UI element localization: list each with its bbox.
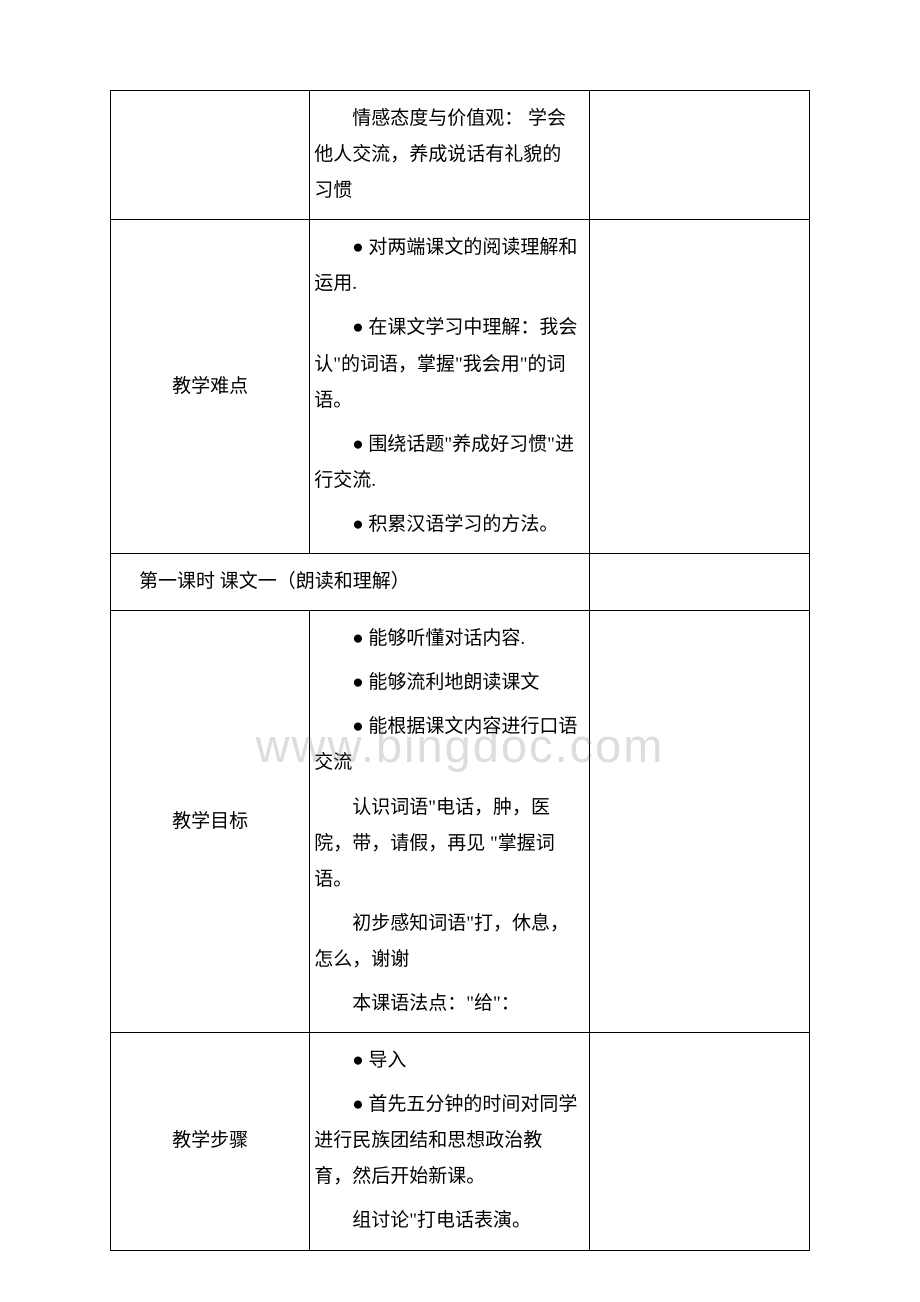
notes-cell [589, 1033, 809, 1250]
paragraph: ● 对两端课文的阅读理解和运用. [314, 230, 579, 302]
paragraph: 组讨论"打电话表演。 [314, 1203, 579, 1239]
label-cell-empty [111, 91, 310, 220]
paragraph: 认识词语"电话，肿，医院，带，请假，再见 "掌握词语。 [314, 790, 579, 898]
table-row: 教学目标 ● 能够听懂对话内容. ● 能够流利地朗读课文 ● 能根据课文内容进行… [111, 611, 810, 1033]
paragraph: 情感态度与价值观： 学会他人交流，养成说话有礼貌的习惯 [314, 101, 579, 209]
table-row: 教学难点 ● 对两端课文的阅读理解和运用. ● 在课文学习中理解：我会认"的词语… [111, 220, 810, 554]
label-cell-difficulty: 教学难点 [111, 220, 310, 554]
page-container: www.bingdoc.com 情感态度与价值观： 学会他人交流，养成说话有礼貌… [110, 90, 810, 1251]
table-row: 第一课时 课文一（朗读和理解） [111, 554, 810, 611]
paragraph: ● 导入 [314, 1043, 579, 1079]
paragraph: 初步感知词语"打，休息，怎么，谢谢 [314, 906, 579, 978]
paragraph: ● 能根据课文内容进行口语交流 [314, 709, 579, 781]
table-row: 教学步骤 ● 导入 ● 首先五分钟的时间对同学进行民族团结和思想政治教育，然后开… [111, 1033, 810, 1250]
paragraph: ● 在课文学习中理解：我会认"的词语，掌握"我会用"的词语。 [314, 310, 579, 418]
table-row: 情感态度与价值观： 学会他人交流，养成说话有礼貌的习惯 [111, 91, 810, 220]
label-cell-steps: 教学步骤 [111, 1033, 310, 1250]
lesson-header-cell: 第一课时 课文一（朗读和理解） [111, 554, 590, 611]
label-cell-objectives: 教学目标 [111, 611, 310, 1033]
paragraph: ● 围绕话题"养成好习惯"进行交流. [314, 427, 579, 499]
lesson-plan-table: 情感态度与价值观： 学会他人交流，养成说话有礼貌的习惯 教学难点 ● 对两端课文… [110, 90, 810, 1251]
paragraph: ● 能够流利地朗读课文 [314, 665, 579, 701]
notes-cell [589, 220, 809, 554]
content-cell-objectives: ● 能够听懂对话内容. ● 能够流利地朗读课文 ● 能根据课文内容进行口语交流 … [310, 611, 590, 1033]
paragraph: 本课语法点："给"： [314, 986, 579, 1022]
paragraph: ● 首先五分钟的时间对同学进行民族团结和思想政治教育，然后开始新课。 [314, 1087, 579, 1195]
content-cell-steps: ● 导入 ● 首先五分钟的时间对同学进行民族团结和思想政治教育，然后开始新课。 … [310, 1033, 590, 1250]
paragraph: ● 能够听懂对话内容. [314, 621, 579, 657]
notes-cell [589, 554, 809, 611]
content-cell-attitude: 情感态度与价值观： 学会他人交流，养成说话有礼貌的习惯 [310, 91, 590, 220]
content-cell-difficulty: ● 对两端课文的阅读理解和运用. ● 在课文学习中理解：我会认"的词语，掌握"我… [310, 220, 590, 554]
notes-cell [589, 611, 809, 1033]
notes-cell [589, 91, 809, 220]
paragraph: ● 积累汉语学习的方法。 [314, 507, 579, 543]
